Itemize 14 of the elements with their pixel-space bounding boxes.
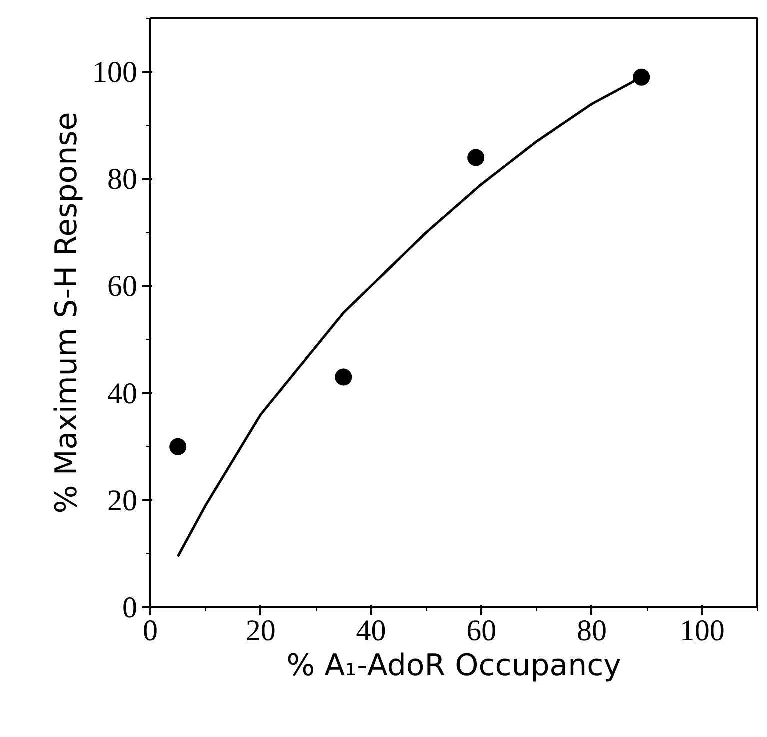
y-tick-label: 0 (122, 592, 138, 624)
y-tick-label: 40 (108, 377, 138, 410)
y-tick-label: 60 (108, 270, 138, 304)
x-tick-label: 100 (680, 614, 725, 648)
x-tick-label: 60 (466, 614, 497, 648)
y-tick-label: 20 (108, 484, 138, 518)
x-axis-title: % A₁-AdoR Occupancy (286, 648, 622, 684)
y-axis-title: % Maximum S-H Response (50, 112, 84, 514)
x-tick-label: 80 (576, 614, 607, 648)
y-tick-label: 100 (92, 56, 138, 90)
x-tick-label: 40 (356, 614, 386, 648)
x-tick-label: 0 (143, 614, 158, 648)
y-tick-label: 80 (108, 163, 138, 196)
x-tick-label: 20 (246, 614, 276, 648)
